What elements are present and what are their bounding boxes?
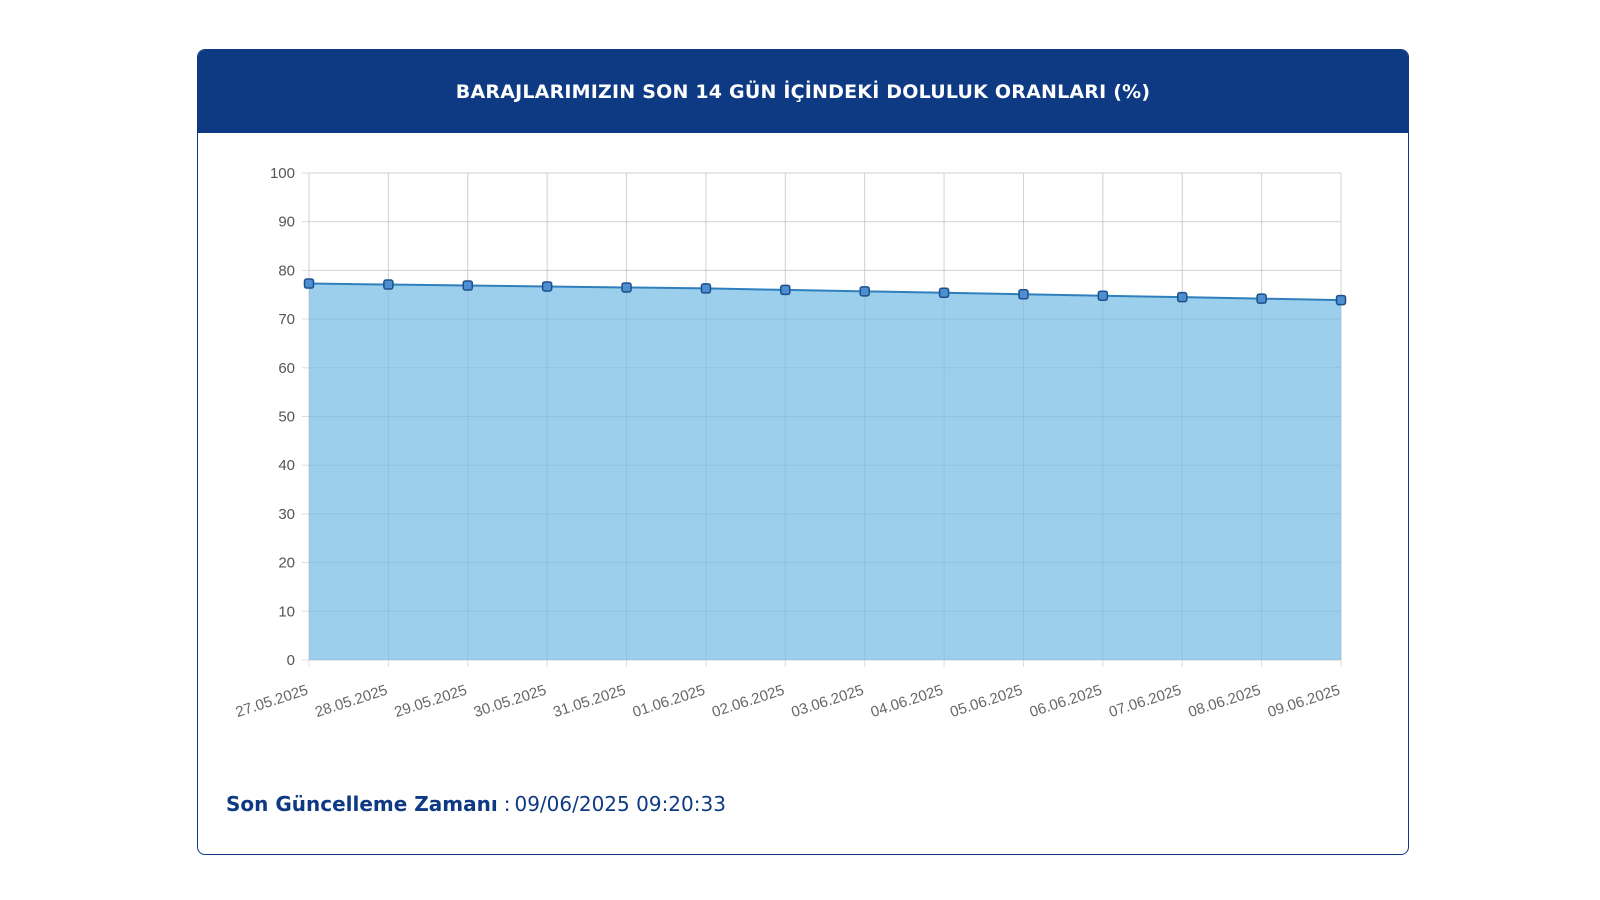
x-tick-label: 28.05.2025 <box>313 682 390 721</box>
y-tick-label: 0 <box>287 652 295 669</box>
data-point <box>1097 290 1109 301</box>
last-update-label: Son Güncelleme Zamanı <box>226 792 498 816</box>
data-point <box>1256 293 1267 304</box>
data-point <box>541 281 553 292</box>
last-update-separator: : <box>503 792 511 816</box>
dam-occupancy-card: BARAJLARIMIZIN SON 14 GÜN İÇİNDEKİ DOLUL… <box>197 49 1409 855</box>
data-point <box>621 282 632 293</box>
y-tick-label: 10 <box>278 603 295 620</box>
last-update-value: 09/06/2025 09:20:33 <box>514 792 726 816</box>
series-line <box>308 282 1342 302</box>
y-tick-label: 90 <box>278 214 295 231</box>
y-tick-label: 30 <box>278 506 295 523</box>
x-tick-label: 06.06.2025 <box>1027 682 1104 721</box>
data-point <box>462 280 474 291</box>
x-tick-label: 04.06.2025 <box>869 682 946 721</box>
data-point <box>700 283 712 294</box>
data-point <box>1335 294 1347 306</box>
y-tick-label: 70 <box>278 311 295 328</box>
area-fill <box>309 283 1341 660</box>
x-tick-label: 05.06.2025 <box>948 682 1025 721</box>
y-tick-label: 60 <box>278 360 295 377</box>
y-tick-label: 100 <box>270 165 295 182</box>
x-tick-label: 07.06.2025 <box>1107 682 1184 721</box>
x-tick-label: 01.06.2025 <box>631 682 708 721</box>
occupancy-area-chart: 0 10 20 30 40 50 60 70 80 90 100 27.05.2025 28.05.20… <box>234 165 1347 721</box>
y-tick-label: 40 <box>278 457 295 474</box>
x-tick-label: 02.06.2025 <box>710 682 787 721</box>
x-tick-label: 29.05.2025 <box>392 682 469 721</box>
data-point <box>780 284 791 296</box>
x-tick-label: 03.06.2025 <box>789 682 866 721</box>
x-tick-label: 27.05.2025 <box>234 682 311 721</box>
x-tick-label: 30.05.2025 <box>472 682 549 721</box>
data-point <box>303 278 315 289</box>
x-tick-label: 09.06.2025 <box>1266 682 1343 721</box>
y-tick-label: 80 <box>278 262 295 279</box>
card-header: BARAJLARIMIZIN SON 14 GÜN İÇİNDEKİ DOLUL… <box>198 50 1408 133</box>
data-point <box>1176 291 1188 303</box>
data-point <box>1018 289 1029 300</box>
chart-area: 0 10 20 30 40 50 60 70 80 90 100 27.05.2025 28.05.20… <box>198 133 1408 773</box>
last-update: Son Güncelleme Zamanı:09/06/2025 09:20:3… <box>226 792 726 816</box>
chart-title: BARAJLARIMIZIN SON 14 GÜN İÇİNDEKİ DOLUL… <box>455 80 1151 103</box>
y-tick-label: 50 <box>278 409 295 426</box>
x-tick-label: 08.06.2025 <box>1186 682 1263 721</box>
x-tick-label: 31.05.2025 <box>551 682 628 721</box>
data-point <box>859 286 870 297</box>
y-tick-label: 20 <box>278 555 295 572</box>
data-point <box>383 279 394 290</box>
data-point <box>938 287 950 299</box>
